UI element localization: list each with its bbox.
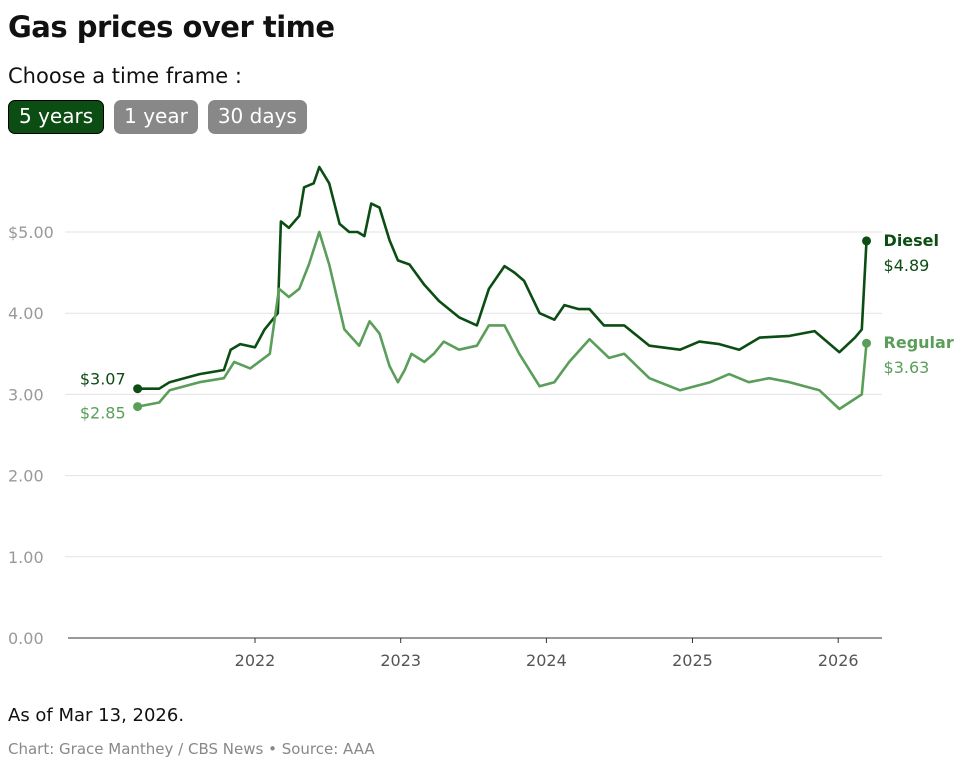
line-chart: 0.00 1.00 2.00 3.00 4.00 $5.00 2022 2023 2024 202… [8,165,954,670]
x-tick-label: 2025 [672,651,713,670]
end-point [862,338,872,348]
start-value-label: $3.07 [80,370,126,389]
y-tick-label: 0.00 [8,629,44,648]
end-point [862,236,872,246]
y-tick-label: 2.00 [8,467,44,486]
x-tick-label: 2026 [818,651,859,670]
end-value-label: $3.63 [884,358,930,377]
start-point [133,402,143,412]
series-name-label: Regular [884,333,954,352]
x-tick-label: 2022 [235,651,276,670]
y-tick-label: 4.00 [8,304,44,323]
1-year-button[interactable]: 1 year [114,100,198,134]
series-line-diesel [137,165,868,390]
time-frame-buttons: 5 years 1 year 30 days [8,100,307,134]
30-days-button[interactable]: 30 days [207,100,307,134]
5-years-button[interactable]: 5 years [8,100,105,134]
x-tick-label: 2024 [526,651,567,670]
start-value-label: $2.85 [80,404,126,423]
x-tick-label: 2023 [380,651,421,670]
y-tick-label: 1.00 [8,548,44,567]
time-frame-prompt: Choose a time frame : [8,64,242,88]
as-of-note: As of Mar 13, 2026. [8,705,185,726]
start-point [133,384,143,394]
chart-credit: Chart: Grace Manthey / CBS News • Source… [8,740,375,758]
y-tick-label: 3.00 [8,385,44,404]
end-value-label: $4.89 [884,256,930,275]
series-line-regular [137,230,868,411]
series-name-label: Diesel [884,231,939,250]
y-tick-label: $5.00 [8,223,54,242]
page-title: Gas prices over time [8,10,335,44]
